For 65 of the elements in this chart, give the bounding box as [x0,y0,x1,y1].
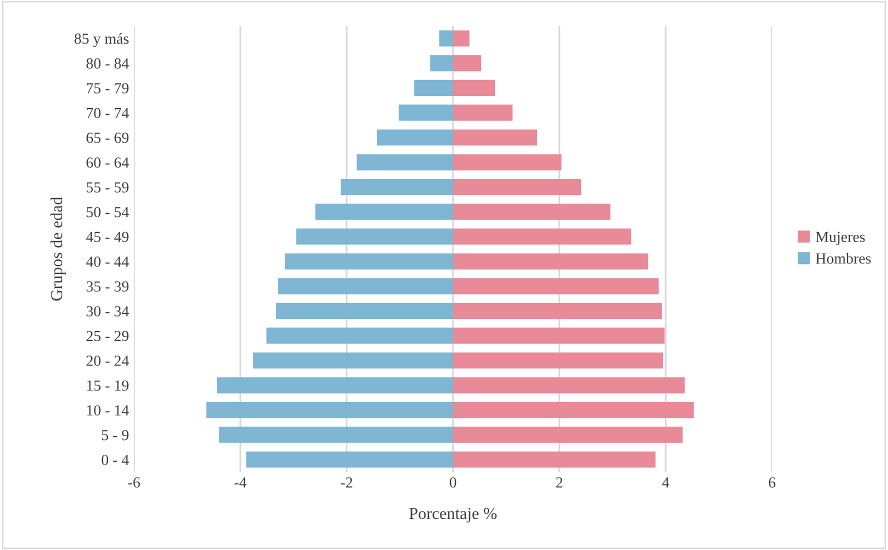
y-tick-label: 10 - 14 [87,405,129,416]
bar [266,328,453,344]
bar [453,452,656,468]
y-tick-label: 20 - 24 [86,356,129,366]
y-axis-title: Grupos de edad [50,196,66,301]
bar [453,302,662,319]
bar [216,377,453,394]
x-tick-label: 4 [662,477,670,488]
bar [453,104,513,121]
bar [253,352,453,369]
y-tick-label: 40 - 44 [86,256,129,267]
y-tick-label: 50 - 54 [86,206,129,218]
bar [219,426,453,443]
bar [315,204,453,220]
bar [453,80,495,96]
bar [453,426,683,443]
bar [453,402,694,418]
bar [276,302,453,319]
bar [453,179,582,196]
y-tick-label: 15 - 19 [87,380,129,391]
y-tick-label: 35 - 39 [86,281,129,292]
bar [414,80,453,96]
bar [284,253,453,270]
bar [453,55,482,72]
x-tick-label: -4 [234,477,246,488]
bar [453,129,538,146]
x-tick-label: 0 [450,477,456,488]
x-axis-title: Porcentaje % [409,508,497,522]
bar [296,228,453,245]
bar [356,154,453,170]
x-tick-label: 2 [556,477,562,488]
bar [439,30,453,46]
bar [453,253,648,270]
bar [453,154,562,170]
y-tick-label: 55 - 59 [86,182,129,193]
y-tick-label: 75 - 79 [86,83,129,94]
bar [453,204,610,220]
bar [246,452,453,468]
y-tick-label: 5 - 9 [102,430,129,440]
bar [398,104,453,121]
y-tick-label: 45 - 49 [86,232,129,242]
bar [206,402,453,418]
legend-label: Hombres [816,252,871,264]
bar [340,179,453,196]
bar [453,328,665,344]
bar [453,228,632,245]
x-tick-label: -2 [340,477,352,488]
bar [453,377,685,394]
x-tick-label: 6 [768,477,776,488]
y-tick-label: 30 - 34 [86,306,129,316]
y-tick-label: 0 - 4 [102,454,129,466]
bar [453,352,664,369]
y-tick-label: 60 - 64 [86,157,129,168]
y-tick-label: 80 - 84 [86,58,129,69]
y-tick-label: 25 - 29 [86,330,129,342]
bar [453,278,659,294]
bar [453,30,470,46]
bar [278,278,453,294]
y-tick-label: 65 - 69 [86,132,129,143]
legend-label: Mujeres [816,232,865,246]
y-tick-label: 85 y más [74,33,129,47]
y-tick-label: 70 - 74 [86,108,129,118]
bar [430,55,453,72]
x-tick-label: -6 [128,477,140,488]
bar [376,129,453,146]
